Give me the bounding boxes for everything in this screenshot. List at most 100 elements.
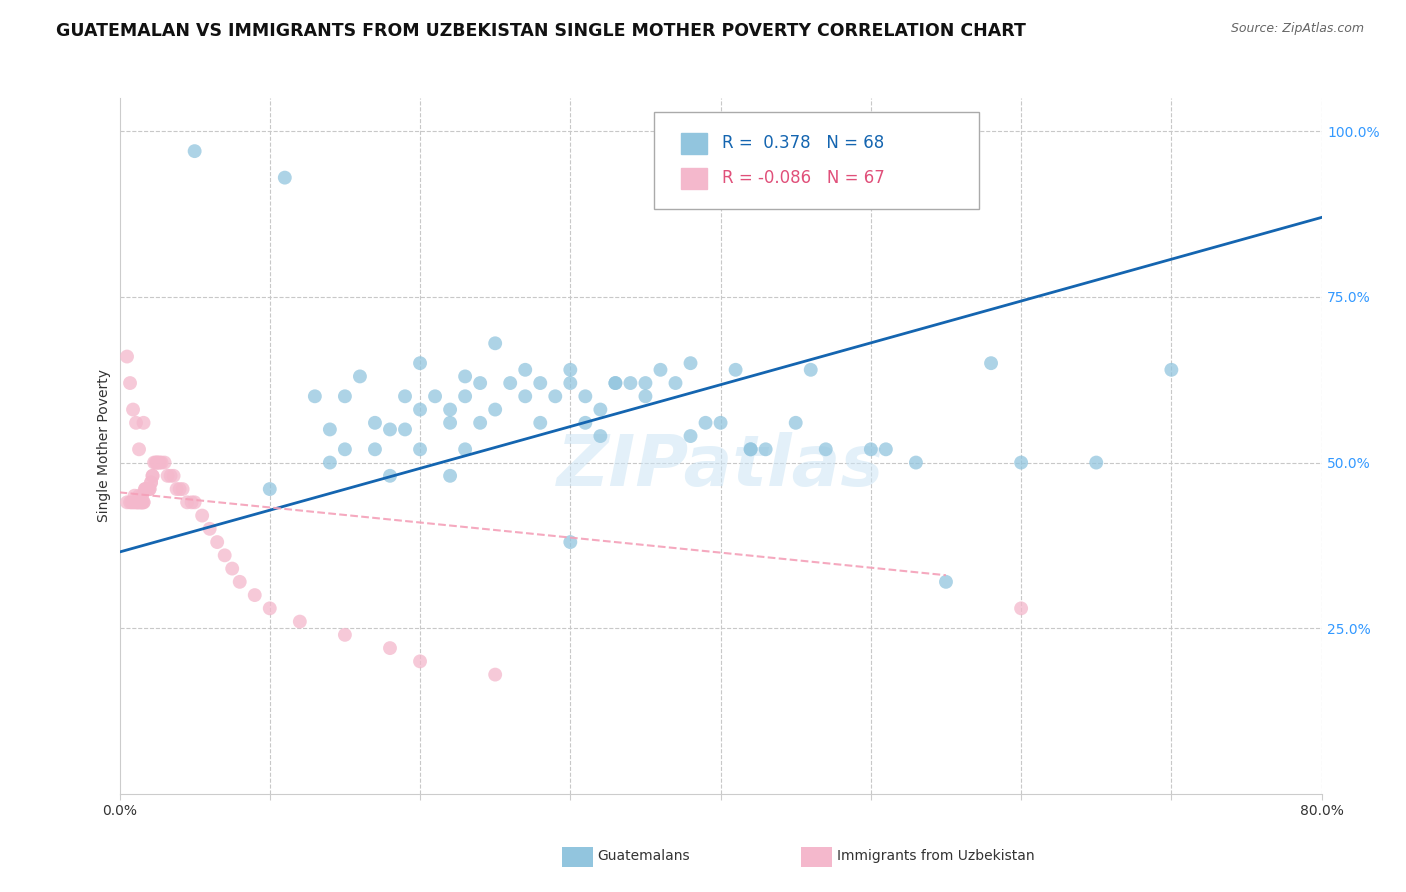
Point bbox=[560, 363, 582, 377]
Point bbox=[142, 468, 165, 483]
Point bbox=[136, 482, 159, 496]
Point bbox=[131, 495, 153, 509]
Point bbox=[484, 336, 506, 351]
Point bbox=[169, 482, 191, 496]
Point bbox=[180, 495, 202, 509]
Point bbox=[439, 468, 461, 483]
Point bbox=[560, 535, 582, 549]
Point bbox=[740, 442, 762, 457]
Point bbox=[634, 376, 657, 390]
Point bbox=[172, 482, 194, 496]
Point bbox=[124, 489, 146, 503]
Point bbox=[146, 456, 169, 470]
Point bbox=[529, 416, 551, 430]
Point bbox=[589, 429, 612, 443]
Point bbox=[304, 389, 326, 403]
Bar bbox=[681, 133, 707, 153]
Point bbox=[134, 482, 156, 496]
Point bbox=[409, 442, 432, 457]
Point bbox=[115, 350, 138, 364]
Point bbox=[132, 495, 155, 509]
Point bbox=[709, 416, 731, 430]
Point bbox=[148, 456, 170, 470]
Point bbox=[394, 389, 416, 403]
Point bbox=[118, 376, 141, 390]
Point bbox=[468, 376, 492, 390]
Bar bbox=[681, 168, 707, 188]
Point bbox=[162, 468, 184, 483]
Point bbox=[129, 495, 152, 509]
Point bbox=[145, 456, 167, 470]
Point bbox=[150, 456, 173, 470]
Point bbox=[122, 495, 145, 509]
Point bbox=[904, 456, 927, 470]
Point bbox=[146, 456, 169, 470]
Point bbox=[394, 422, 416, 436]
Point bbox=[378, 468, 401, 483]
Point bbox=[139, 475, 162, 490]
Point bbox=[454, 369, 477, 384]
Point bbox=[138, 482, 160, 496]
Point bbox=[574, 389, 596, 403]
Point bbox=[740, 442, 762, 457]
Point bbox=[560, 376, 582, 390]
Point bbox=[127, 495, 149, 509]
Point bbox=[166, 482, 188, 496]
Point bbox=[333, 389, 356, 403]
Point bbox=[319, 456, 342, 470]
Point bbox=[176, 495, 198, 509]
Point bbox=[122, 402, 145, 417]
Point bbox=[724, 363, 747, 377]
Point bbox=[409, 654, 432, 668]
Text: GUATEMALAN VS IMMIGRANTS FROM UZBEKISTAN SINGLE MOTHER POVERTY CORRELATION CHART: GUATEMALAN VS IMMIGRANTS FROM UZBEKISTAN… bbox=[56, 22, 1026, 40]
Point bbox=[935, 574, 957, 589]
Point bbox=[875, 442, 897, 457]
Point bbox=[153, 456, 176, 470]
Point bbox=[125, 495, 148, 509]
Point bbox=[121, 495, 143, 509]
Point bbox=[454, 389, 477, 403]
Point bbox=[664, 376, 686, 390]
Point bbox=[135, 482, 157, 496]
Point bbox=[544, 389, 567, 403]
Point bbox=[349, 369, 371, 384]
Point bbox=[650, 363, 672, 377]
Point bbox=[409, 402, 432, 417]
Point bbox=[1085, 456, 1108, 470]
Point bbox=[454, 442, 477, 457]
Point bbox=[228, 574, 252, 589]
Point bbox=[980, 356, 1002, 370]
Point bbox=[183, 495, 205, 509]
Point bbox=[159, 468, 181, 483]
Point bbox=[499, 376, 522, 390]
Point bbox=[139, 475, 162, 490]
Point bbox=[800, 363, 823, 377]
Text: ZIPatlas: ZIPatlas bbox=[557, 433, 884, 501]
Text: Guatemalans: Guatemalans bbox=[598, 849, 690, 863]
Point bbox=[589, 402, 612, 417]
Point bbox=[183, 144, 205, 158]
Point bbox=[679, 356, 702, 370]
Point bbox=[134, 482, 156, 496]
Point bbox=[132, 495, 155, 509]
Text: R =  0.378   N = 68: R = 0.378 N = 68 bbox=[721, 135, 884, 153]
FancyBboxPatch shape bbox=[654, 112, 979, 210]
Point bbox=[274, 170, 297, 185]
Point bbox=[423, 389, 446, 403]
Point bbox=[142, 468, 165, 483]
Point bbox=[127, 495, 149, 509]
Point bbox=[128, 495, 150, 509]
Point bbox=[1010, 601, 1032, 615]
Point bbox=[132, 416, 155, 430]
Point bbox=[333, 442, 356, 457]
Point bbox=[484, 667, 506, 681]
Point bbox=[259, 601, 281, 615]
Point bbox=[198, 522, 221, 536]
Point bbox=[364, 416, 387, 430]
Point bbox=[135, 482, 157, 496]
Point bbox=[785, 416, 807, 430]
Point bbox=[131, 489, 153, 503]
Point bbox=[515, 389, 537, 403]
Point bbox=[515, 363, 537, 377]
Point bbox=[333, 628, 356, 642]
